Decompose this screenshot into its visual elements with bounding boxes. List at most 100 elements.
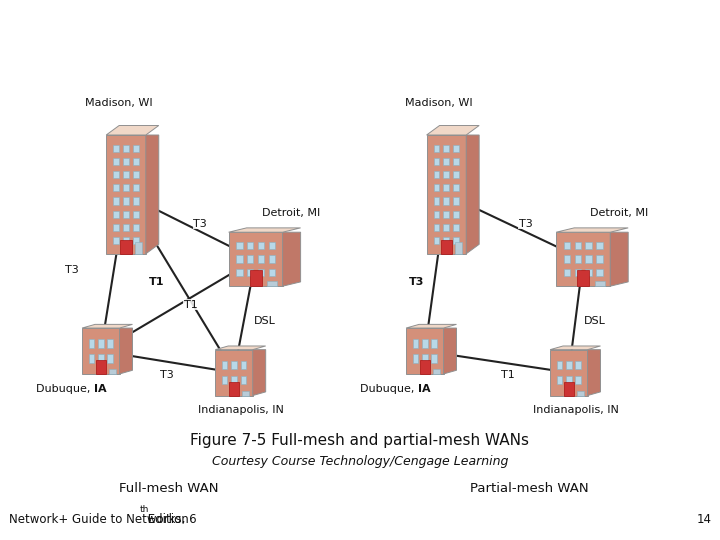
Bar (133, 211, 139, 218)
Polygon shape (611, 232, 628, 286)
Text: Partial-mesh WAN: Partial-mesh WAN (470, 482, 588, 495)
Bar (123, 211, 129, 218)
Bar (422, 354, 428, 363)
Bar (236, 242, 243, 249)
Text: Full-mesh WAN: Full-mesh WAN (120, 482, 219, 495)
Bar (123, 197, 129, 205)
Bar (89, 354, 94, 363)
Bar (123, 145, 129, 152)
Text: Figure 7-5 Full-mesh and partial-mesh WANs: Figure 7-5 Full-mesh and partial-mesh WA… (191, 433, 529, 448)
Bar (444, 184, 449, 191)
Text: T3: T3 (518, 219, 533, 228)
Bar (247, 269, 253, 276)
Bar (123, 237, 129, 244)
Text: T1: T1 (184, 300, 198, 309)
Bar (433, 197, 439, 205)
Polygon shape (426, 125, 480, 135)
Bar (596, 269, 603, 276)
Bar (566, 361, 572, 369)
Text: Dubuque,: Dubuque, (36, 384, 94, 394)
Polygon shape (550, 346, 600, 350)
Bar (133, 224, 139, 231)
Bar (575, 376, 581, 384)
Bar (120, 240, 132, 254)
Bar (113, 237, 119, 244)
Text: Dubuque,: Dubuque, (360, 384, 418, 394)
Bar (247, 255, 253, 263)
Text: T3: T3 (160, 370, 174, 380)
Bar (109, 369, 116, 374)
Bar (222, 376, 228, 384)
Polygon shape (253, 350, 266, 395)
Bar (585, 255, 592, 263)
Bar (82, 328, 120, 374)
Bar (433, 158, 439, 165)
Bar (107, 354, 113, 363)
Bar (433, 369, 440, 374)
Bar (431, 339, 437, 348)
Text: T1: T1 (149, 277, 165, 287)
Bar (96, 360, 106, 374)
Bar (133, 237, 139, 244)
Bar (444, 158, 449, 165)
Bar (455, 242, 462, 254)
Bar (433, 237, 439, 244)
Bar (577, 270, 589, 286)
Bar (422, 339, 428, 348)
Bar (133, 197, 139, 205)
Polygon shape (120, 328, 132, 374)
Bar (557, 361, 562, 369)
Bar (231, 376, 237, 384)
Bar (444, 145, 449, 152)
Bar (413, 354, 418, 363)
Polygon shape (588, 350, 600, 395)
Bar (240, 361, 246, 369)
Bar (98, 354, 104, 363)
Text: Edition: Edition (144, 513, 189, 526)
Bar (454, 211, 459, 218)
Bar (444, 224, 449, 231)
Bar (550, 350, 588, 395)
Bar (444, 211, 449, 218)
Polygon shape (444, 328, 456, 374)
Bar (133, 158, 139, 165)
Bar (433, 145, 439, 152)
Text: T3: T3 (65, 265, 79, 275)
Bar (577, 391, 584, 395)
Text: Madison, WI: Madison, WI (85, 98, 153, 107)
Bar (123, 224, 129, 231)
Bar (585, 269, 592, 276)
Bar (585, 242, 592, 249)
Bar (240, 376, 246, 384)
Polygon shape (107, 125, 158, 135)
Bar (433, 224, 439, 231)
Bar (236, 269, 243, 276)
Bar (413, 339, 418, 348)
Bar (454, 145, 459, 152)
Bar (595, 281, 605, 286)
Bar (444, 237, 449, 244)
Bar (566, 376, 572, 384)
Bar (268, 281, 277, 286)
Bar (596, 255, 603, 263)
Polygon shape (283, 232, 301, 286)
Bar (575, 255, 581, 263)
Bar (133, 145, 139, 152)
Bar (258, 242, 264, 249)
Bar (250, 270, 261, 286)
Text: IA: IA (418, 384, 431, 394)
Bar (229, 232, 283, 286)
Bar (564, 269, 570, 276)
Bar (433, 211, 439, 218)
Bar (258, 269, 264, 276)
Bar (242, 391, 249, 395)
Bar (107, 135, 145, 254)
Bar (215, 350, 253, 395)
Bar (236, 255, 243, 263)
Bar (269, 255, 275, 263)
Polygon shape (229, 228, 301, 232)
Bar (113, 145, 119, 152)
Bar (133, 171, 139, 178)
Bar (454, 158, 459, 165)
Text: DSL: DSL (254, 316, 276, 326)
